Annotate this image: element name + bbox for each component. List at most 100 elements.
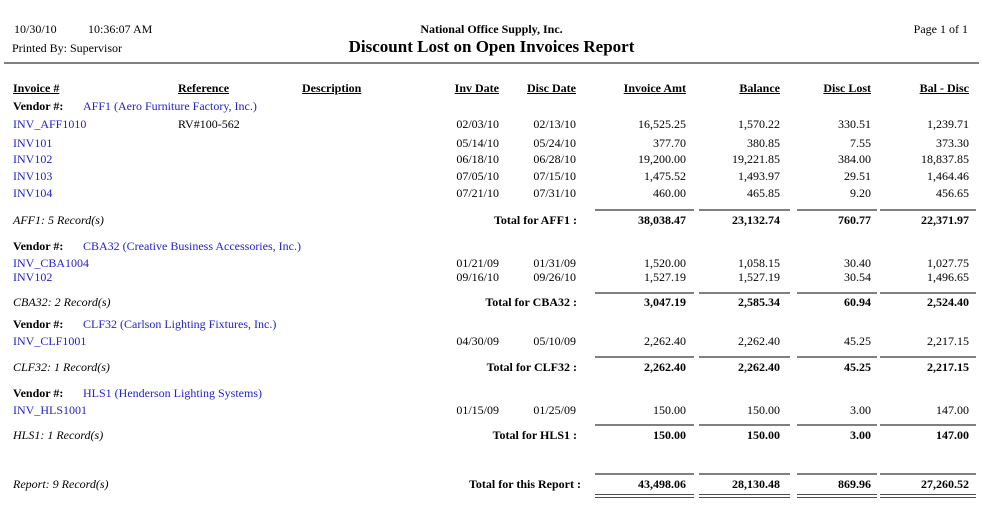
total-label: Total for AFF1 : bbox=[494, 213, 577, 227]
total-rule bbox=[595, 356, 694, 358]
balance-value: 465.85 bbox=[747, 186, 780, 200]
vendor-link-cba32[interactable]: CBA32 (Creative Business Accessories, In… bbox=[83, 239, 301, 253]
disc-lost-value: 30.40 bbox=[844, 256, 871, 270]
inv-date-value: 07/21/10 bbox=[456, 186, 499, 200]
inv-date-value: 01/21/09 bbox=[456, 256, 499, 270]
vendor-header-clf32: Vendor #: CLF32 (Carlson Lighting Fixtur… bbox=[0, 317, 983, 333]
inv-date-value: 09/16/10 bbox=[456, 270, 499, 284]
disc-lost-value: 29.51 bbox=[844, 169, 871, 183]
disc-date-value: 01/25/09 bbox=[533, 403, 576, 417]
invoice-row: INV102 09/16/10 09/26/10 1,527.19 1,527.… bbox=[0, 270, 983, 286]
balance-value: 1,058.15 bbox=[738, 256, 780, 270]
vendor-link-aff1[interactable]: AFF1 (Aero Furniture Factory, Inc.) bbox=[83, 99, 257, 113]
vendor-link-clf32[interactable]: CLF32 (Carlson Lighting Fixtures, Inc.) bbox=[83, 317, 277, 331]
report-total-disc-lost: 869.96 bbox=[838, 477, 871, 491]
total-invoice-amt: 150.00 bbox=[653, 428, 686, 442]
invoice-link[interactable]: INV104 bbox=[13, 186, 53, 200]
vendor-label: Vendor #: bbox=[13, 99, 64, 113]
disc-date-value: 05/10/09 bbox=[533, 334, 576, 348]
total-label: Total for HLS1 : bbox=[492, 428, 577, 442]
vendor-total-row-aff1: AFF1: 5 Record(s) Total for AFF1 : 38,03… bbox=[0, 213, 983, 229]
bal-disc-value: 373.30 bbox=[936, 136, 969, 150]
reference-value: RV#100-562 bbox=[178, 117, 240, 131]
invoice-row: INV_HLS1001 01/15/09 01/25/09 150.00 150… bbox=[0, 403, 983, 419]
invoice-row: INV_CLF1001 04/30/09 05/10/09 2,262.40 2… bbox=[0, 334, 983, 350]
record-count: CLF32: 1 Record(s) bbox=[13, 360, 110, 374]
disc-date-value: 01/31/09 bbox=[533, 256, 576, 270]
total-label: Total for CBA32 : bbox=[485, 295, 577, 309]
report-total-rule bbox=[880, 473, 976, 475]
disc-date-value: 09/26/10 bbox=[533, 270, 576, 284]
header-rule bbox=[4, 62, 979, 64]
vendor-label: Vendor #: bbox=[13, 317, 64, 331]
vendor-header-hls1: Vendor #: HLS1 (Henderson Lighting Syste… bbox=[0, 386, 983, 402]
col-disc-lost: Disc Lost bbox=[823, 81, 871, 95]
invoice-link[interactable]: INV102 bbox=[13, 270, 53, 284]
printed-by: Printed By: Supervisor bbox=[12, 41, 122, 55]
vendor-header-aff1: Vendor #: AFF1 (Aero Furniture Factory, … bbox=[0, 99, 983, 115]
invoice-amt-value: 19,200.00 bbox=[638, 152, 686, 166]
print-date: 10/30/10 bbox=[14, 22, 57, 36]
invoice-link[interactable]: INV_CBA1004 bbox=[13, 256, 90, 270]
balance-value: 1,570.22 bbox=[738, 117, 780, 131]
inv-date-value: 05/14/10 bbox=[456, 136, 499, 150]
total-rule bbox=[699, 424, 790, 426]
balance-value: 1,527.19 bbox=[738, 270, 780, 284]
inv-date-value: 02/03/10 bbox=[456, 117, 499, 131]
report-double-rule bbox=[595, 494, 694, 495]
company-name: National Office Supply, Inc. bbox=[420, 22, 563, 36]
report-double-rule bbox=[595, 497, 694, 498]
invoice-link[interactable]: INV_AFF1010 bbox=[13, 117, 87, 131]
balance-value: 380.85 bbox=[747, 136, 780, 150]
report-total-rule bbox=[797, 473, 877, 475]
total-rule bbox=[699, 209, 790, 211]
total-disc-lost: 760.77 bbox=[838, 213, 871, 227]
report-total-label: Total for this Report : bbox=[469, 477, 581, 491]
total-invoice-amt: 2,262.40 bbox=[644, 360, 686, 374]
invoice-link[interactable]: INV101 bbox=[13, 136, 53, 150]
record-count: CBA32: 2 Record(s) bbox=[13, 295, 111, 309]
column-header-row: Invoice # Reference Description Inv Date… bbox=[0, 81, 983, 97]
total-rule bbox=[880, 209, 976, 211]
inv-date-value: 04/30/09 bbox=[456, 334, 499, 348]
vendor-label: Vendor #: bbox=[13, 386, 64, 400]
report-record-count: Report: 9 Record(s) bbox=[13, 477, 109, 491]
disc-date-value: 05/24/10 bbox=[533, 136, 576, 150]
balance-value: 2,262.40 bbox=[738, 334, 780, 348]
invoice-row: INV_CBA1004 01/21/09 01/31/09 1,520.00 1… bbox=[0, 256, 983, 272]
vendor-label: Vendor #: bbox=[13, 239, 64, 253]
total-rule bbox=[880, 292, 976, 294]
inv-date-value: 06/18/10 bbox=[456, 152, 499, 166]
bal-disc-value: 18,837.85 bbox=[921, 152, 969, 166]
bal-disc-value: 1,464.46 bbox=[927, 169, 969, 183]
invoice-link[interactable]: INV_HLS1001 bbox=[13, 403, 87, 417]
total-rule bbox=[595, 209, 694, 211]
record-count: HLS1: 1 Record(s) bbox=[13, 428, 104, 442]
invoice-row: INV104 07/21/10 07/31/10 460.00 465.85 9… bbox=[0, 186, 983, 202]
col-invoice-amt: Invoice Amt bbox=[623, 81, 686, 95]
invoice-link[interactable]: INV102 bbox=[13, 152, 53, 166]
col-disc-date: Disc Date bbox=[527, 81, 576, 95]
bal-disc-value: 147.00 bbox=[936, 403, 969, 417]
invoice-amt-value: 2,262.40 bbox=[644, 334, 686, 348]
invoice-link[interactable]: INV_CLF1001 bbox=[13, 334, 87, 348]
report-double-rule bbox=[699, 497, 790, 498]
disc-date-value: 07/31/10 bbox=[533, 186, 576, 200]
total-balance: 23,132.74 bbox=[732, 213, 780, 227]
disc-lost-value: 45.25 bbox=[844, 334, 871, 348]
total-rule bbox=[880, 356, 976, 358]
vendor-total-row-hls1: HLS1: 1 Record(s) Total for HLS1 : 150.0… bbox=[0, 428, 983, 444]
report-header-row: 10/30/10 10:36:07 AM National Office Sup… bbox=[0, 22, 983, 38]
print-time: 10:36:07 AM bbox=[88, 22, 153, 36]
total-rule bbox=[797, 424, 877, 426]
col-description: Description bbox=[302, 81, 362, 95]
invoice-amt-value: 150.00 bbox=[653, 403, 686, 417]
disc-date-value: 02/13/10 bbox=[533, 117, 576, 131]
vendor-link-hls1[interactable]: HLS1 (Henderson Lighting Systems) bbox=[83, 386, 262, 400]
balance-value: 150.00 bbox=[747, 403, 780, 417]
invoice-link[interactable]: INV103 bbox=[13, 169, 53, 183]
disc-lost-value: 30.54 bbox=[844, 270, 871, 284]
bal-disc-value: 1,239.71 bbox=[927, 117, 969, 131]
printed-by-row: Printed By: Supervisor bbox=[0, 41, 983, 57]
